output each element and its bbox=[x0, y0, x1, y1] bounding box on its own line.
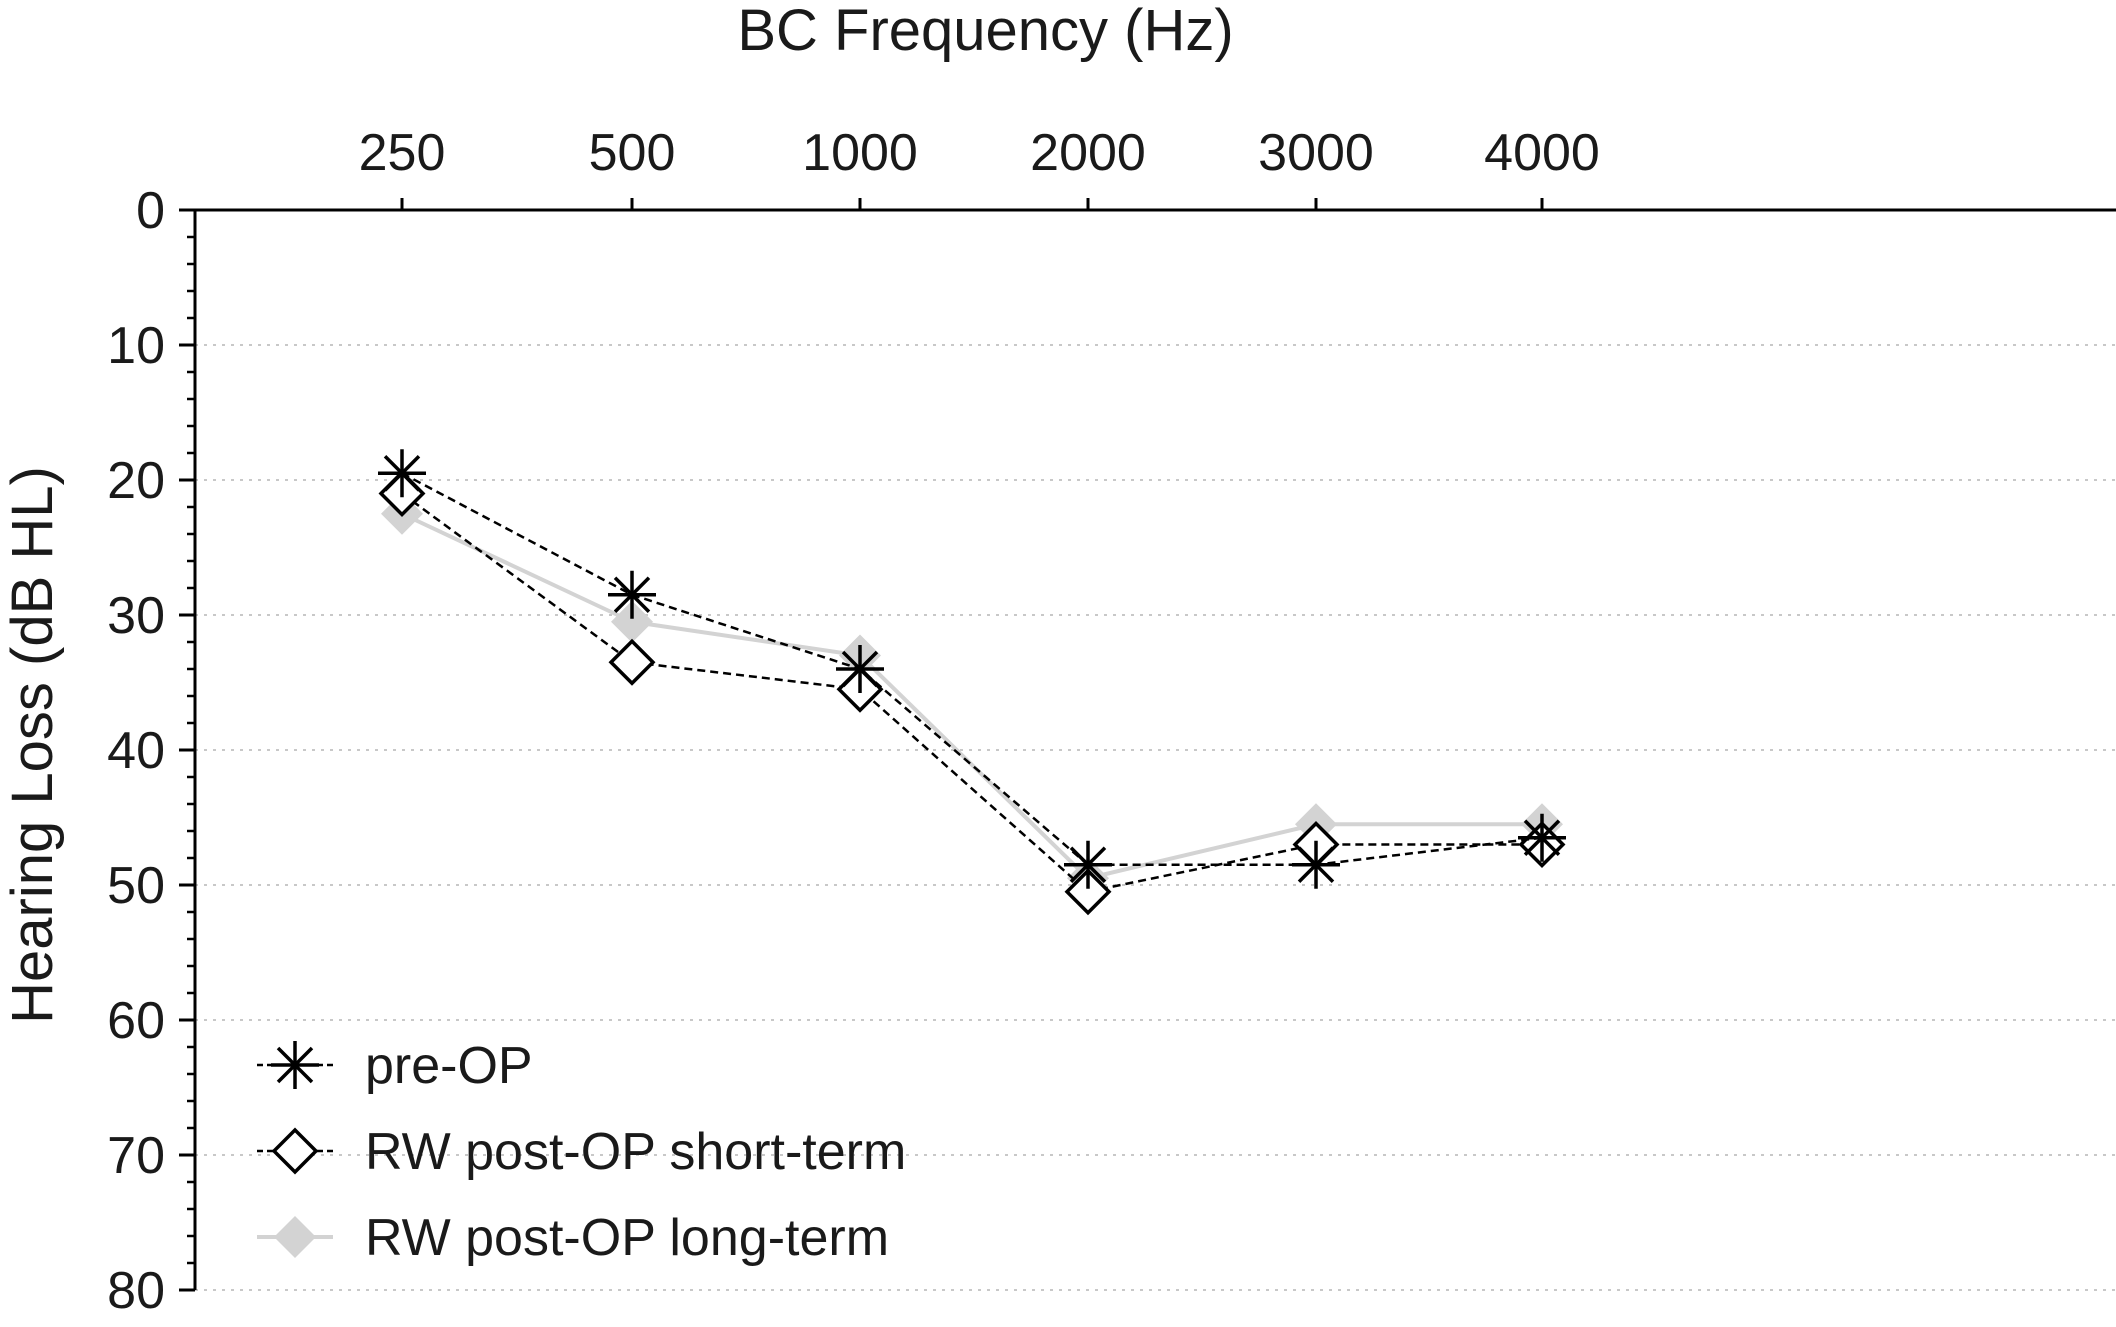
series-0-point-2000 bbox=[1064, 840, 1112, 889]
y-tick-label-50: 50 bbox=[107, 857, 165, 915]
y-tick-label-20: 20 bbox=[107, 452, 165, 510]
series-2-point-500 bbox=[611, 600, 653, 643]
legend: pre-OP RW post-OP short-term RW post-OP lo… bbox=[257, 1037, 906, 1267]
legend-marker-1 bbox=[271, 1127, 319, 1175]
series-1-point-2000 bbox=[1064, 868, 1112, 916]
y-tick-label-60: 60 bbox=[107, 992, 165, 1050]
series-2 bbox=[381, 492, 1563, 900]
y-tick-label-30: 30 bbox=[107, 587, 165, 645]
x-tick-label-4000: 4000 bbox=[1484, 124, 1600, 182]
legend-label-0: pre-OP bbox=[365, 1037, 533, 1095]
legend-label-1: RW post-OP short-term bbox=[365, 1123, 906, 1181]
legend-label-2: RW post-OP long-term bbox=[365, 1209, 889, 1267]
series-0-point-4000 bbox=[1518, 813, 1566, 862]
x-tick-label-500: 500 bbox=[589, 124, 676, 182]
legend-item-2: RW post-OP long-term bbox=[257, 1209, 889, 1267]
series-line-2 bbox=[401, 511, 1542, 881]
series bbox=[378, 449, 1566, 916]
series-1 bbox=[378, 470, 1566, 916]
x-tick-label-1000: 1000 bbox=[802, 124, 918, 182]
y-tick-label-70: 70 bbox=[107, 1127, 165, 1185]
series-line-0 bbox=[401, 472, 1543, 866]
y-axis-title: Hearing Loss (dB HL) bbox=[0, 466, 65, 1024]
legend-item-0: pre-OP bbox=[257, 1037, 533, 1095]
series-0-point-250 bbox=[378, 449, 426, 498]
legend-item-1: RW post-OP short-term bbox=[257, 1123, 906, 1181]
series-line-1 bbox=[401, 492, 1542, 894]
x-tick-label-2000: 2000 bbox=[1030, 124, 1146, 182]
y-tick-label-40: 40 bbox=[107, 722, 165, 780]
y-tick-label-80: 80 bbox=[107, 1262, 165, 1320]
x-tick-label-250: 250 bbox=[359, 124, 446, 182]
series-0-point-500 bbox=[608, 570, 656, 619]
y-axis-ticks: 0 10 20 30 40 50 60 70 80 bbox=[107, 182, 195, 1320]
x-axis-ticks: 250 500 1000 2000 3000 4000 bbox=[359, 124, 1600, 210]
y-tick-label-0: 0 bbox=[136, 182, 165, 240]
legend-marker-2 bbox=[274, 1216, 316, 1258]
x-tick-label-3000: 3000 bbox=[1258, 124, 1374, 182]
legend-marker-0 bbox=[271, 1041, 319, 1089]
series-1-point-500 bbox=[608, 638, 656, 686]
series-0 bbox=[378, 449, 1566, 889]
y-tick-label-10: 10 bbox=[107, 317, 165, 375]
x-axis-title: BC Frequency (Hz) bbox=[737, 0, 1233, 63]
series-0-point-3000 bbox=[1292, 840, 1340, 889]
series-0-point-1000 bbox=[836, 645, 884, 693]
